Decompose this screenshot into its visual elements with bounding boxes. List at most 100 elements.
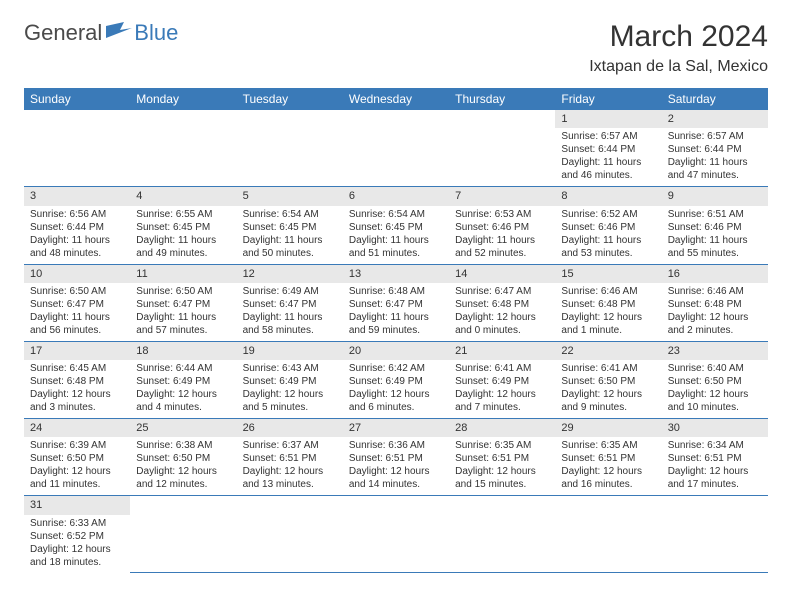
day-details: Sunrise: 6:49 AMSunset: 6:47 PMDaylight:…	[237, 283, 343, 341]
sunset-line: Sunset: 6:51 PM	[349, 453, 423, 464]
sunset-line: Sunset: 6:48 PM	[668, 299, 742, 310]
day-details: Sunrise: 6:52 AMSunset: 6:46 PMDaylight:…	[555, 206, 661, 264]
calendar-cell: 27Sunrise: 6:36 AMSunset: 6:51 PMDayligh…	[343, 419, 449, 496]
day-details: Sunrise: 6:46 AMSunset: 6:48 PMDaylight:…	[662, 283, 768, 341]
daylight-line: Daylight: 11 hours and 49 minutes.	[136, 235, 216, 259]
sunrise-line: Sunrise: 6:57 AM	[561, 131, 637, 142]
day-number: 4	[130, 187, 236, 205]
calendar-cell	[237, 110, 343, 187]
sunset-line: Sunset: 6:50 PM	[561, 376, 635, 387]
sunrise-line: Sunrise: 6:49 AM	[243, 286, 319, 297]
calendar-cell: 10Sunrise: 6:50 AMSunset: 6:47 PMDayligh…	[24, 264, 130, 341]
day-number: 26	[237, 419, 343, 437]
sunset-line: Sunset: 6:48 PM	[455, 299, 529, 310]
calendar-cell: 11Sunrise: 6:50 AMSunset: 6:47 PMDayligh…	[130, 264, 236, 341]
calendar-cell: 24Sunrise: 6:39 AMSunset: 6:50 PMDayligh…	[24, 419, 130, 496]
sunrise-line: Sunrise: 6:38 AM	[136, 440, 212, 451]
day-number: 20	[343, 342, 449, 360]
day-number: 30	[662, 419, 768, 437]
daylight-line: Daylight: 11 hours and 47 minutes.	[668, 157, 748, 181]
day-details: Sunrise: 6:35 AMSunset: 6:51 PMDaylight:…	[449, 437, 555, 495]
weekday-header: Saturday	[662, 88, 768, 110]
sunset-line: Sunset: 6:50 PM	[668, 376, 742, 387]
day-details: Sunrise: 6:54 AM Sunset: 6:45 PM Daylight:…	[343, 206, 449, 264]
sunrise-line: Sunrise: 6:33 AM	[30, 518, 106, 529]
calendar-cell: 3Sunrise: 6:56 AMSunset: 6:44 PMDaylight…	[24, 187, 130, 264]
calendar-cell	[237, 496, 343, 573]
sunset-line: Sunset: 6:51 PM	[668, 453, 742, 464]
day-number: 16	[662, 265, 768, 283]
daylight-line: Daylight: 11 hours and 50 minutes.	[243, 235, 323, 259]
day-number: 2	[662, 110, 768, 128]
day-number: 5	[237, 187, 343, 205]
daylight-line: Daylight: 11 hours and 57 minutes.	[136, 312, 216, 336]
month-title: March 2024	[589, 20, 768, 54]
day-details: Sunrise: 6:54 AMSunset: 6:45 PMDaylight:…	[237, 206, 343, 264]
sunset-line: Sunset: 6:49 PM	[455, 376, 529, 387]
sunset-line: Sunset: 6:45 PM	[349, 222, 423, 233]
day-number: 21	[449, 342, 555, 360]
weekday-header: Monday	[130, 88, 236, 110]
day-number: 10	[24, 265, 130, 283]
calendar-table: SundayMondayTuesdayWednesdayThursdayFrid…	[24, 88, 768, 573]
daylight-line: Daylight: 12 hours and 7 minutes.	[455, 389, 536, 413]
title-block: March 2024 Ixtapan de la Sal, Mexico	[589, 20, 768, 76]
day-number: 22	[555, 342, 661, 360]
day-number: 6	[343, 187, 449, 205]
day-details: Sunrise: 6:41 AMSunset: 6:49 PMDaylight:…	[449, 360, 555, 418]
sunrise-line: Sunrise: 6:55 AM	[136, 209, 212, 220]
calendar-cell: 22Sunrise: 6:41 AMSunset: 6:50 PMDayligh…	[555, 341, 661, 418]
day-details: Sunrise: 6:45 AMSunset: 6:48 PMDaylight:…	[24, 360, 130, 418]
day-number: 11	[130, 265, 236, 283]
daylight-line: Daylight: 11 hours and 51 minutes.	[349, 235, 429, 259]
sunrise-line: Sunrise: 6:54 AM	[349, 209, 425, 220]
calendar-cell: 28Sunrise: 6:35 AMSunset: 6:51 PMDayligh…	[449, 419, 555, 496]
calendar-cell: 30Sunrise: 6:34 AMSunset: 6:51 PMDayligh…	[662, 419, 768, 496]
calendar-cell: 23Sunrise: 6:40 AMSunset: 6:50 PMDayligh…	[662, 341, 768, 418]
sunrise-line: Sunrise: 6:51 AM	[668, 209, 744, 220]
sunrise-line: Sunrise: 6:46 AM	[561, 286, 637, 297]
day-details: Sunrise: 6:46 AMSunset: 6:48 PMDaylight:…	[555, 283, 661, 341]
calendar-cell: 8Sunrise: 6:52 AMSunset: 6:46 PMDaylight…	[555, 187, 661, 264]
sunrise-line: Sunrise: 6:53 AM	[455, 209, 531, 220]
sunrise-line: Sunrise: 6:40 AM	[668, 363, 744, 374]
day-details: Sunrise: 6:40 AM Sunset: 6:50 PM Daylight:…	[662, 360, 768, 418]
day-number: 19	[237, 342, 343, 360]
sunrise-line: Sunrise: 6:43 AM	[243, 363, 319, 374]
sunrise-line: Sunrise: 6:56 AM	[30, 209, 106, 220]
daylight-line: Daylight: 12 hours and 14 minutes.	[349, 466, 430, 490]
day-number: 24	[24, 419, 130, 437]
daylight-line: Daylight: 11 hours and 56 minutes.	[30, 312, 110, 336]
daylight-line: Daylight: 11 hours and 46 minutes.	[561, 157, 641, 181]
daylight-line: Daylight: 12 hours and 5 minutes.	[243, 389, 324, 413]
daylight-line: Daylight: 11 hours and 52 minutes.	[455, 235, 535, 259]
day-details: Sunrise: 6:56 AMSunset: 6:44 PMDaylight:…	[24, 206, 130, 264]
calendar-cell: 26Sunrise: 6:37 AMSunset: 6:51 PMDayligh…	[237, 419, 343, 496]
day-number: 31	[24, 496, 130, 514]
brand-part2: Blue	[134, 20, 178, 46]
sunrise-line: Sunrise: 6:46 AM	[668, 286, 744, 297]
calendar-cell: 1Sunrise: 6:57 AMSunset: 6:44 PMDaylight…	[555, 110, 661, 187]
brand-part1: General	[24, 20, 102, 46]
sunrise-line: Sunrise: 6:45 AM	[30, 363, 106, 374]
day-number: 14	[449, 265, 555, 283]
sunset-line: Sunset: 6:50 PM	[30, 453, 104, 464]
sunrise-line: Sunrise: 6:42 AM	[349, 363, 425, 374]
calendar-cell: 19Sunrise: 6:43 AMSunset: 6:49 PMDayligh…	[237, 341, 343, 418]
daylight-line: Daylight: 12 hours and 4 minutes.	[136, 389, 217, 413]
sunset-line: Sunset: 6:44 PM	[561, 144, 635, 155]
calendar-cell: 14Sunrise: 6:47 AMSunset: 6:48 PMDayligh…	[449, 264, 555, 341]
day-details: Sunrise: 6:36 AMSunset: 6:51 PMDaylight:…	[343, 437, 449, 495]
daylight-line: Daylight: 12 hours and 6 minutes.	[349, 389, 430, 413]
day-details: Sunrise: 6:48 AMSunset: 6:47 PMDaylight:…	[343, 283, 449, 341]
calendar-cell: 31Sunrise: 6:33 AMSunset: 6:52 PMDayligh…	[24, 496, 130, 573]
calendar-cell: 12Sunrise: 6:49 AMSunset: 6:47 PMDayligh…	[237, 264, 343, 341]
calendar-cell	[130, 496, 236, 573]
day-details: Sunrise: 6:33 AMSunset: 6:52 PMDaylight:…	[24, 515, 130, 573]
day-details: Sunrise: 6:50 AMSunset: 6:47 PMDaylight:…	[130, 283, 236, 341]
day-number: 7	[449, 187, 555, 205]
calendar-cell: 17Sunrise: 6:45 AMSunset: 6:48 PMDayligh…	[24, 341, 130, 418]
day-details: Sunrise: 6:53 AMSunset: 6:46 PMDaylight:…	[449, 206, 555, 264]
calendar-head: SundayMondayTuesdayWednesdayThursdayFrid…	[24, 88, 768, 110]
daylight-line: Daylight: 12 hours and 10 minutes.	[668, 389, 749, 413]
